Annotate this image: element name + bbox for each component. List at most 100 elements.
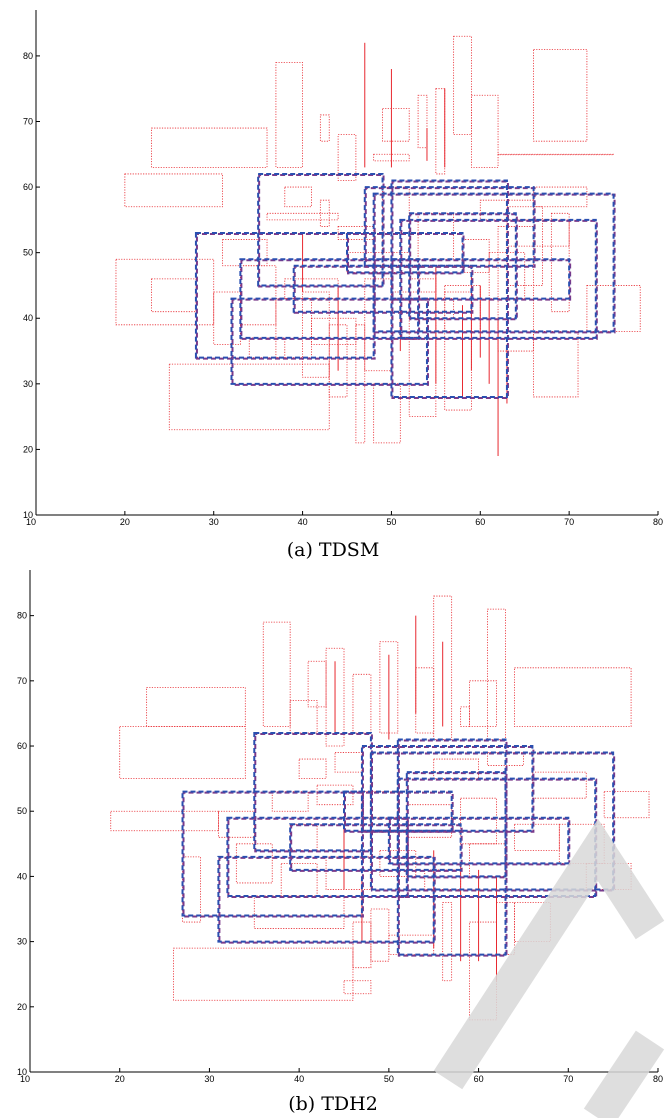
panel-a-small-box-42: [533, 186, 588, 208]
panel-a-caption: (a) TDSM: [287, 539, 380, 561]
panel-b-small-box-12: [460, 706, 470, 727]
panel-a-small-box-12: [453, 35, 472, 136]
panel-b-x-tick-label: 70: [563, 1074, 573, 1084]
panel-b-small-box-41: [424, 869, 462, 890]
panel-a-y-tick-label: 60: [23, 182, 33, 192]
panel-b-small-box-15: [514, 667, 632, 727]
panel-a-x-tick-label: 70: [564, 517, 574, 527]
panel-a-plot-area: [115, 35, 641, 456]
panel-a-x-tick-label: 80: [653, 517, 663, 527]
panel-b-small-box-35: [271, 791, 309, 812]
panel-b-small-box-4: [262, 621, 291, 727]
panel-b-small-box-16: [182, 856, 201, 923]
panel-a-large-box-9: [390, 258, 571, 300]
panel-a-small-box-2: [115, 258, 215, 326]
panel-a-large-box-11: [408, 212, 517, 320]
panel-b-small-box-17: [253, 895, 345, 929]
panel-a-small-box-34: [284, 186, 312, 208]
panel-a-y-tick-label: 10: [23, 510, 33, 520]
panel-a-large-box-5: [346, 231, 464, 274]
panel-a-small-box-8: [382, 107, 410, 142]
panel-b-small-box-37: [235, 843, 273, 884]
panel-b-small-box-7: [325, 647, 345, 747]
panel-a-small-box-10: [417, 94, 428, 149]
panel-b-x-tick-label: 60: [474, 1074, 484, 1084]
panel-b-small-box-21: [343, 980, 372, 995]
panel-b-large-box-3: [253, 731, 372, 852]
panel-a-small-box-24: [364, 278, 392, 372]
panel-a-y-tick-label: 80: [23, 51, 33, 61]
panel-a-small-box-35: [319, 199, 330, 227]
panel-a-small-box-3: [168, 363, 330, 431]
panel-b-x-tick-label: 20: [115, 1074, 125, 1084]
panel-b-y-tick-label: 40: [17, 871, 27, 881]
panel-b-small-box-45: [433, 758, 479, 780]
panel-a-small-box-0: [124, 173, 223, 208]
panel-a-x-tick-label: 50: [386, 517, 396, 527]
panel-b-large-box-4: [289, 823, 462, 871]
panel-b-axes: 10 20 30 40 50 60 70 80 10 20 30 40 50 60 70 80: [17, 570, 663, 1084]
panel-a-small-box-47: [248, 337, 286, 358]
panel-b-small-box-29: [532, 771, 587, 799]
panel-b-small-box-14: [487, 608, 506, 740]
panel-b-small-box-6: [307, 660, 327, 708]
panel-a-x-tick-label: 10: [26, 517, 36, 527]
panel-a-large-box-3: [257, 172, 384, 287]
panel-a-small-box-48: [311, 317, 357, 345]
panel-b-y-tick-label: 50: [17, 806, 27, 816]
panel-a-large-box-7: [372, 192, 615, 333]
panel-b-small-box-39: [325, 856, 372, 890]
panel-b-y-tick-label: 10: [17, 1067, 27, 1077]
panel-a-small-box-5: [319, 114, 330, 142]
panel-a-small-box-18: [550, 212, 570, 313]
panel-a-large-box-6: [363, 186, 535, 267]
panel-b-small-box-19: [370, 908, 390, 962]
panel-b-small-box-20: [388, 934, 435, 956]
panel-b-y-tick-label: 80: [17, 611, 27, 621]
panel-b-small-box-22: [442, 902, 453, 982]
panel-a-y-tick-label: 50: [23, 248, 33, 258]
panel-a-small-box-14: [533, 48, 588, 142]
panel-b-x-tick-label: 30: [204, 1074, 214, 1084]
panel-b-small-box-36: [217, 810, 255, 838]
panel-b-small-box-8: [352, 673, 372, 734]
panel-a-x-tick-label: 40: [298, 517, 308, 527]
panel-a-y-tick-label: 30: [23, 379, 33, 389]
panel-a-y-tick-label: 20: [23, 444, 33, 454]
panel-a-x-tick-label: 30: [209, 517, 219, 527]
panel-a-small-box-49: [408, 298, 455, 319]
panel-b-small-box-33: [361, 791, 399, 819]
panel-b-small-box-3: [173, 947, 354, 1001]
panel-a-small-box-20: [497, 226, 534, 352]
panel-b-small-box-47: [289, 823, 318, 851]
panel-a-axes: 10 20 30 40 50 60 70 80 10 20 30 40 50 60 70 80: [23, 10, 663, 527]
panel-b-y-tick-label: 20: [17, 1002, 27, 1012]
panel-a-small-box-15: [497, 153, 614, 156]
panel-a-small-box-22: [444, 291, 472, 411]
panel-b-small-box-5: [289, 699, 318, 734]
panel-b-small-box-43: [298, 758, 327, 780]
panel-a-small-box-31: [151, 278, 197, 313]
panel-a-y-tick-label: 40: [23, 313, 33, 323]
panel-a-small-box-1: [151, 127, 268, 168]
panel-b-y-tick-label: 70: [17, 676, 27, 686]
panel-b-small-box-46: [487, 752, 524, 766]
panel-a-small-box-21: [533, 330, 579, 398]
panel-b-x-tick-label: 80: [653, 1074, 663, 1084]
panel-a-small-box-13: [470, 94, 499, 168]
panel-a-small-box-44: [391, 271, 437, 293]
panel-a-x-tick-label: 20: [120, 517, 130, 527]
panel-a-small-box-11: [435, 88, 446, 175]
watermark: [433, 818, 665, 1118]
panel-b-small-box-42: [469, 843, 506, 877]
panel-b-y-tick-label: 30: [17, 937, 27, 947]
panel-a-small-box-33: [266, 212, 339, 221]
panel-a-large-box-10: [399, 218, 597, 339]
panel-b-large-box-9: [387, 816, 570, 865]
panel-b-small-box-31: [460, 797, 497, 845]
panel-b-small-box-38: [280, 862, 318, 897]
panel-a-large-box-shadow-10: [400, 219, 598, 340]
panel-b-caption: (b) TDH2: [288, 1093, 378, 1115]
panel-b-small-box-2: [110, 810, 219, 832]
